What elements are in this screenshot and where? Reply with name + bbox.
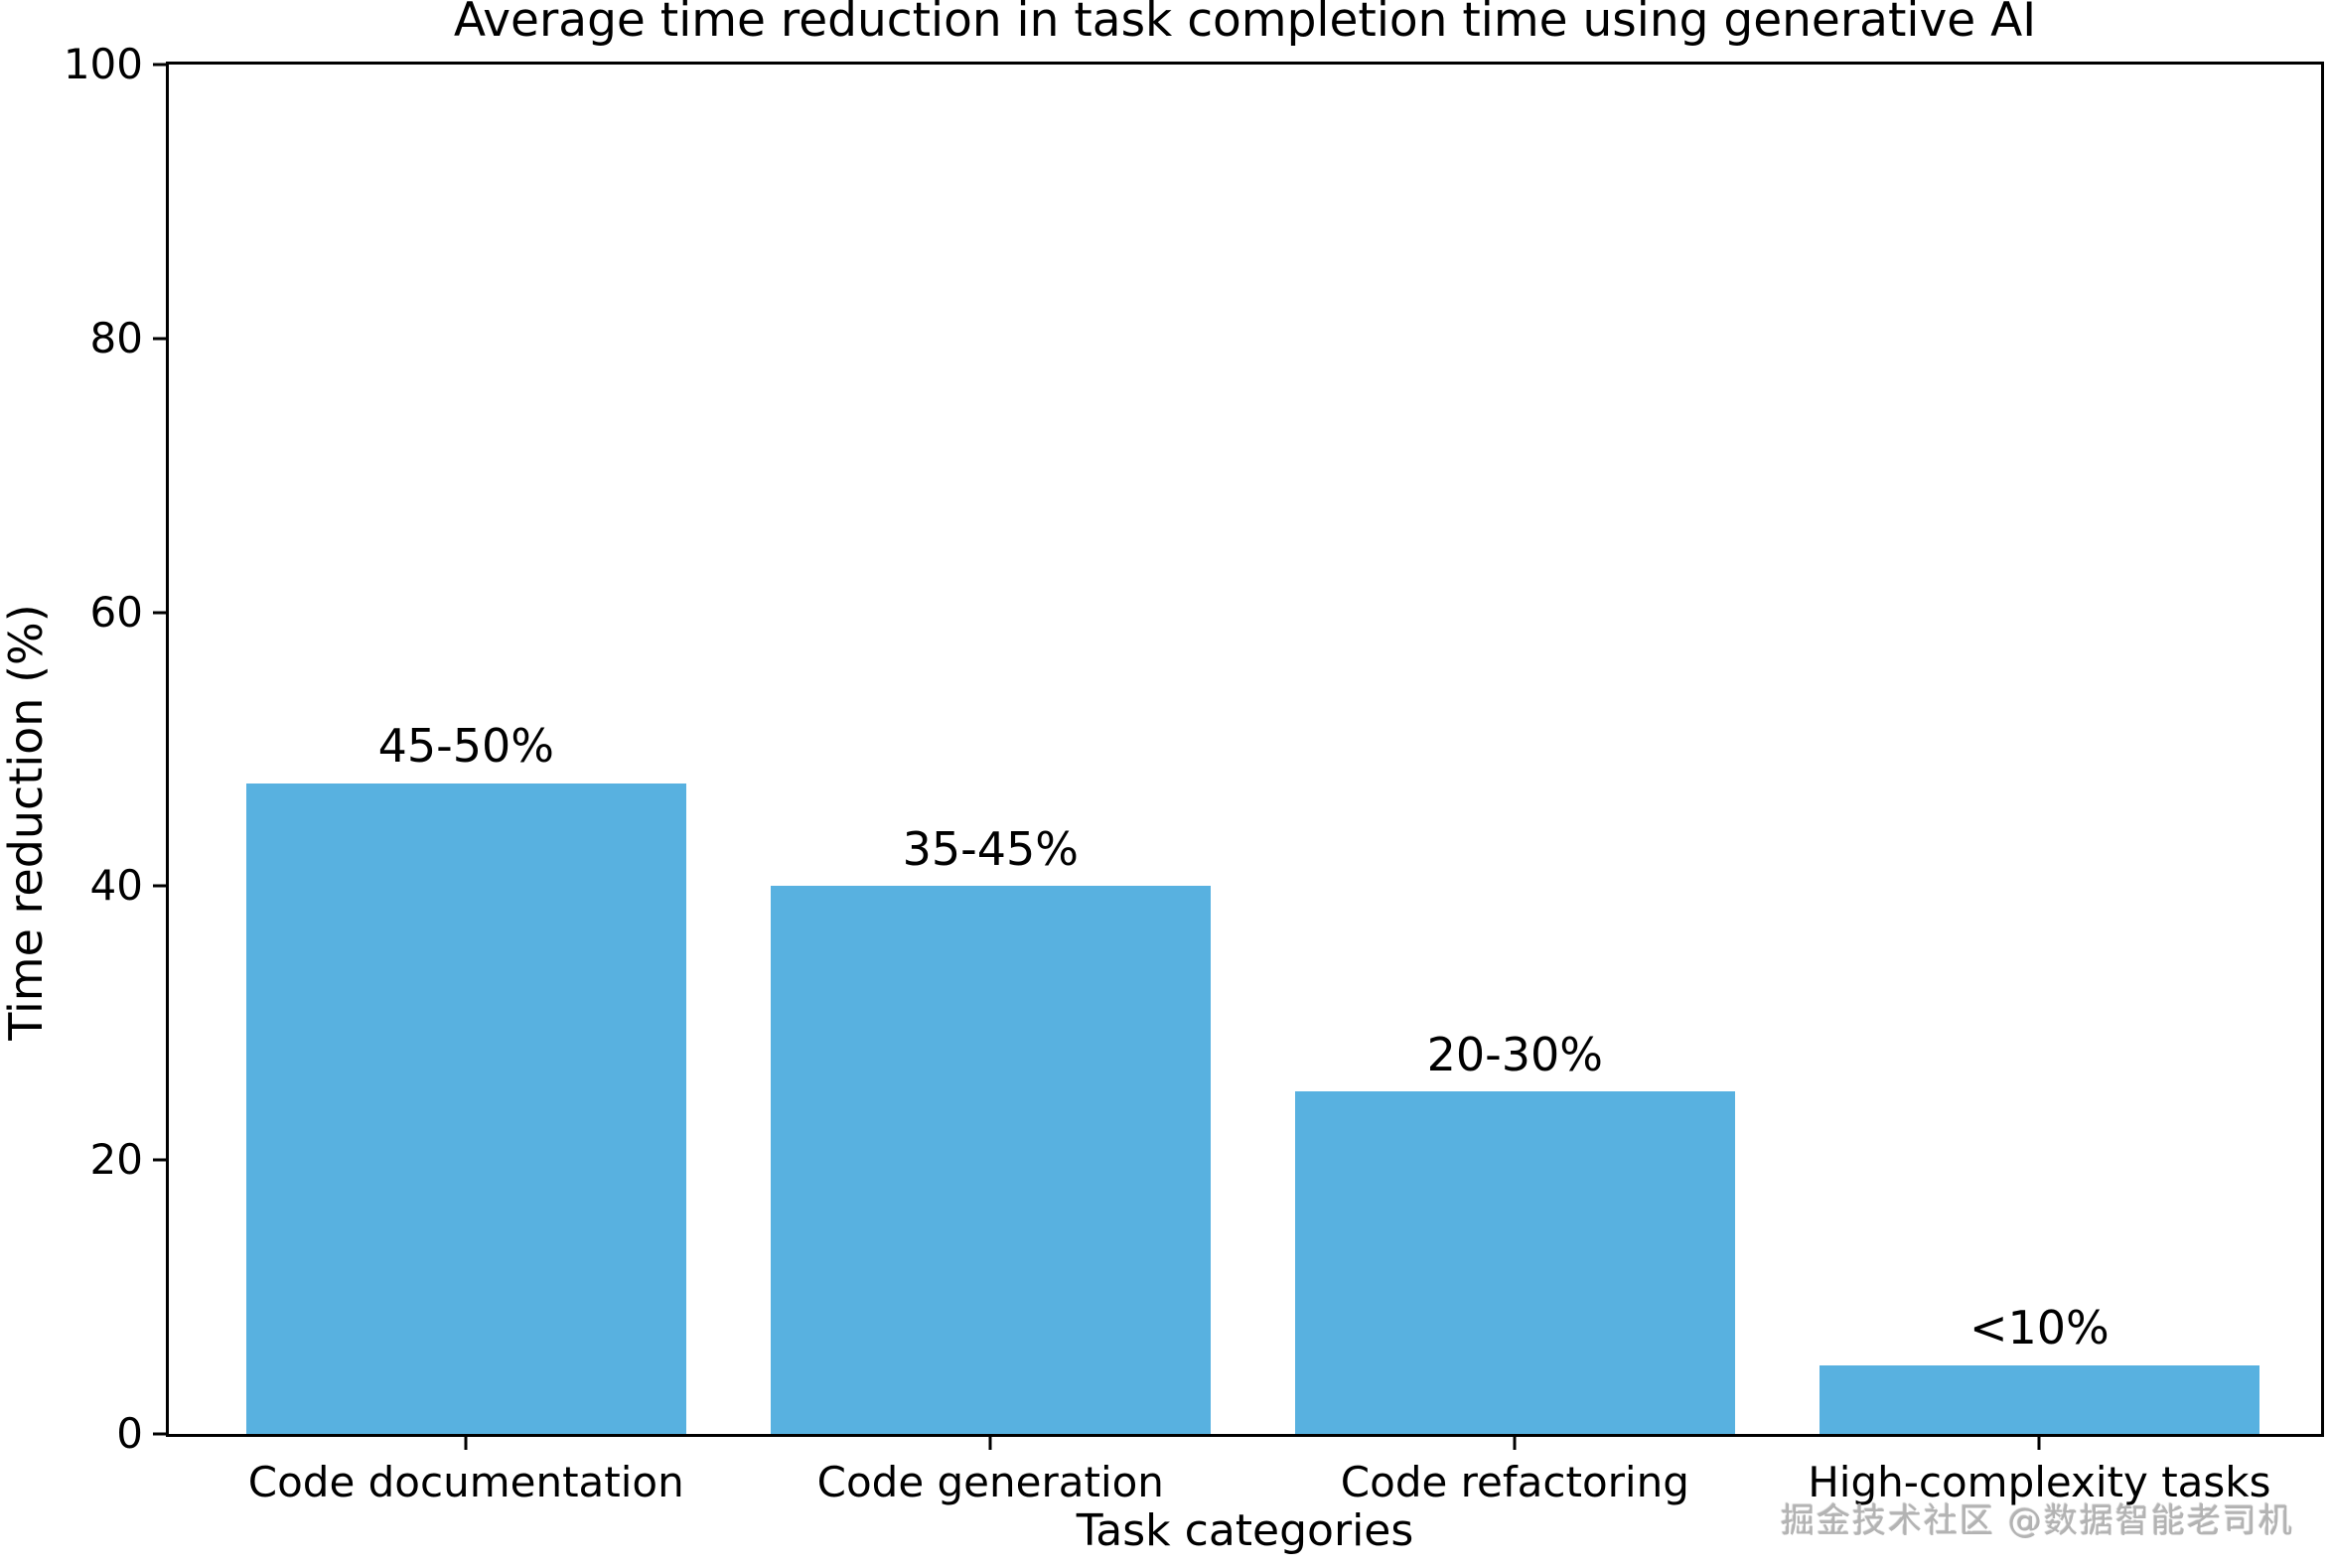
x-axis-tick <box>464 1434 468 1450</box>
x-tick-label: Code refactoring <box>1340 1458 1689 1506</box>
y-axis-tick <box>153 1158 169 1162</box>
y-tick-label: 80 <box>89 313 143 362</box>
y-tick-label: 0 <box>116 1409 143 1458</box>
x-tick-label: Code documentation <box>247 1458 684 1506</box>
x-axis-tick <box>1513 1434 1517 1450</box>
bar <box>770 886 1211 1434</box>
watermark: 掘金技术社区 @数据智能老司机 <box>1781 1501 2294 1541</box>
bar <box>245 783 686 1434</box>
y-axis-label: Time reduction (%) <box>0 604 53 1041</box>
x-axis-tick <box>2037 1434 2041 1450</box>
chart-title: Average time reduction in task completio… <box>453 0 2037 48</box>
y-axis-tick <box>153 337 169 341</box>
bar-value-label: <10% <box>1968 1301 2110 1355</box>
y-axis-tick <box>153 63 169 67</box>
bar <box>1820 1365 2259 1434</box>
x-axis-tick <box>988 1434 992 1450</box>
y-tick-label: 60 <box>89 587 143 637</box>
y-axis-tick <box>153 1432 169 1436</box>
y-tick-label: 20 <box>89 1135 143 1185</box>
bar-value-label: 45-50% <box>377 719 554 774</box>
y-axis-tick <box>153 611 169 615</box>
plot-area: 45-50% Code documentation 35-45% Code gener… <box>64 44 2324 1505</box>
bar-value-label: 35-45% <box>902 821 1079 876</box>
bar <box>1294 1091 1735 1434</box>
bar-value-label: 20-30% <box>1426 1027 1604 1081</box>
x-tick-label: High-complexity tasks <box>1808 1458 2271 1506</box>
x-axis-label: Task categories <box>1076 1505 1414 1556</box>
y-tick-label: 40 <box>89 861 143 911</box>
y-tick-label: 100 <box>63 40 143 88</box>
y-axis-tick <box>153 884 169 888</box>
x-tick-label: Code generation <box>816 1458 1164 1506</box>
